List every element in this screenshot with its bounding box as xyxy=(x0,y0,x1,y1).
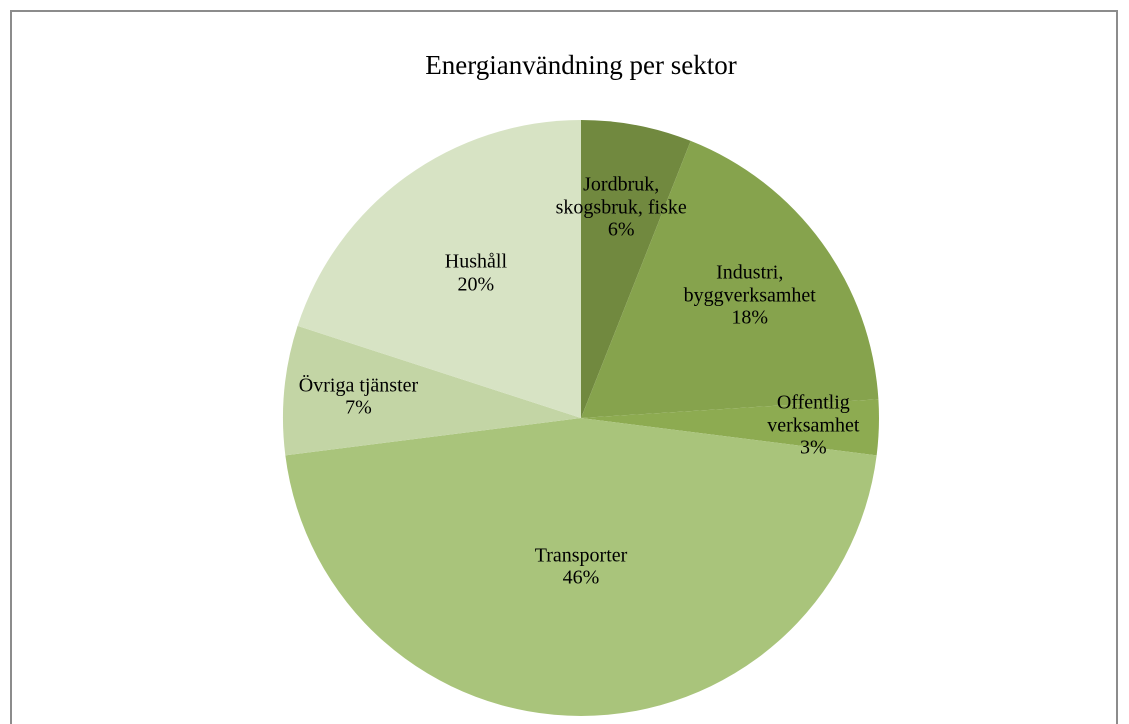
value-label: 6% xyxy=(607,218,635,241)
pie-slice xyxy=(581,140,879,418)
slice-label: Transporter 46% xyxy=(491,545,671,590)
slice-label: Övriga tjänster 7% xyxy=(268,375,448,420)
category-label: Industri, byggverksamhet xyxy=(683,261,816,307)
value-label: 18% xyxy=(731,306,769,329)
category-label: Hushåll xyxy=(444,250,507,273)
category-label: Jordbruk, skogsbruk, fiske xyxy=(555,173,687,219)
chart-frame xyxy=(10,10,1118,724)
value-label: 7% xyxy=(345,396,372,419)
chart-title: Energianvändning per sektor xyxy=(425,50,736,80)
pie-slice xyxy=(581,120,691,418)
slice-label: Hushåll 20% xyxy=(386,251,566,296)
slice-label: Offentlig verksamhet 3% xyxy=(763,392,863,459)
category-label: Transporter xyxy=(534,544,628,567)
value-label: 46% xyxy=(562,567,600,589)
category-label: Övriga tjänster xyxy=(298,374,419,397)
category-label: Offentlig verksamhet xyxy=(767,391,860,437)
pie-slice xyxy=(297,120,581,418)
pie-slice xyxy=(282,325,581,456)
pie-slice xyxy=(285,418,877,716)
slice-label: Jordbruk, skogsbruk, fiske 6% xyxy=(541,174,701,241)
pie-slice xyxy=(581,399,879,456)
value-label: 20% xyxy=(457,273,495,296)
value-label: 3% xyxy=(799,436,827,459)
slice-label: Industri, byggverksamhet 18% xyxy=(675,262,825,329)
